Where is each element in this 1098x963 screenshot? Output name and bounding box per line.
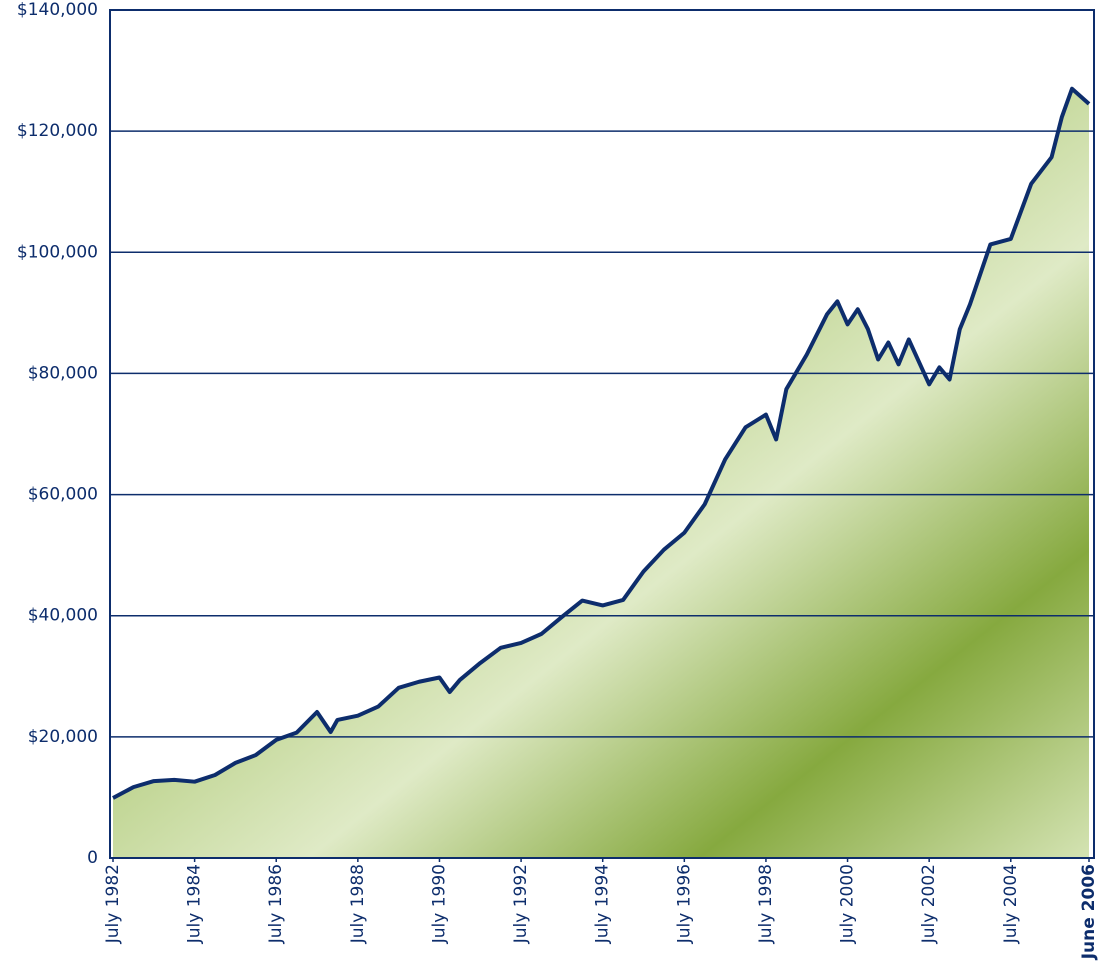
- x-tick-label: July 1992: [511, 864, 531, 944]
- x-tick-label: June 2006: [1079, 864, 1098, 960]
- x-tick-label: July 2004: [1001, 864, 1021, 944]
- x-tick-label: July 2002: [919, 864, 939, 944]
- y-tick-label: $120,000: [17, 121, 98, 141]
- x-tick-label: July 2000: [838, 864, 858, 944]
- y-tick-label: $40,000: [28, 606, 98, 626]
- x-tick-label: July 1994: [593, 864, 613, 944]
- x-tick-label: July 1990: [429, 864, 449, 944]
- x-tick-label: July 1998: [756, 864, 776, 944]
- x-tick-label: July 1982: [103, 864, 123, 944]
- y-tick-label: $20,000: [28, 727, 98, 747]
- x-tick-label: July 1986: [266, 864, 286, 944]
- y-tick-label: $140,000: [17, 0, 98, 20]
- area: [113, 88, 1089, 858]
- y-tick-label: $80,000: [28, 363, 98, 383]
- x-tick-label: July 1984: [185, 864, 205, 944]
- line: [112, 86, 1091, 800]
- y-tick-label: 0: [87, 848, 98, 868]
- x-tick-label: July 1988: [348, 864, 368, 944]
- x-tick-label: July 1996: [674, 864, 694, 944]
- y-tick-label: $100,000: [17, 242, 98, 262]
- y-tick-label: $60,000: [28, 485, 98, 505]
